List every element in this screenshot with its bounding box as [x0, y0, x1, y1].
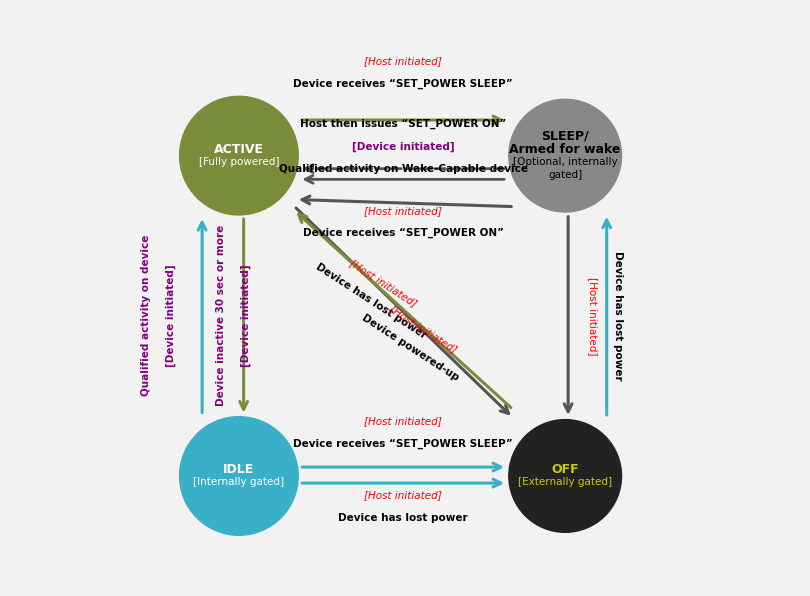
Text: Device receives “SET_POWER SLEEP”: Device receives “SET_POWER SLEEP”: [293, 79, 513, 89]
Text: Device has lost power: Device has lost power: [314, 262, 428, 341]
Text: [Host initiated]: [Host initiated]: [588, 277, 598, 355]
Text: [Device initiated]: [Device initiated]: [166, 265, 177, 367]
Text: Qualified activity on device: Qualified activity on device: [142, 235, 151, 396]
Text: [Host initiated]: [Host initiated]: [388, 303, 458, 354]
Text: [Device initiated]: [Device initiated]: [241, 265, 250, 367]
Text: [Host initiated]: [Host initiated]: [348, 257, 419, 308]
Text: [Host initiated]: [Host initiated]: [364, 417, 442, 426]
Text: [Device initiated]: [Device initiated]: [352, 142, 454, 152]
Text: ACTIVE: ACTIVE: [214, 142, 264, 156]
Text: Host then issues “SET_POWER ON”: Host then issues “SET_POWER ON”: [300, 119, 506, 129]
Text: SLEEP/: SLEEP/: [541, 129, 589, 142]
Text: [Host initiated]: [Host initiated]: [364, 56, 442, 66]
Text: [Externally gated]: [Externally gated]: [518, 477, 612, 488]
Text: Device has lost power: Device has lost power: [613, 251, 623, 381]
Text: OFF: OFF: [552, 463, 579, 476]
Circle shape: [509, 100, 621, 212]
Text: [Host initiated]: [Host initiated]: [364, 491, 442, 501]
Text: IDLE: IDLE: [224, 463, 254, 476]
Circle shape: [180, 97, 298, 215]
Text: [Host initiated]: [Host initiated]: [364, 206, 442, 216]
Text: gated]: gated]: [548, 170, 582, 180]
Text: Qualified activity on Wake-Capable device: Qualified activity on Wake-Capable devic…: [279, 164, 528, 174]
Circle shape: [509, 420, 621, 532]
Text: [Internally gated]: [Internally gated]: [194, 477, 284, 488]
Text: Device receives “SET_POWER SLEEP”: Device receives “SET_POWER SLEEP”: [293, 439, 513, 449]
Text: Device has lost power: Device has lost power: [339, 513, 468, 523]
Text: Device receives “SET_POWER ON”: Device receives “SET_POWER ON”: [303, 228, 504, 238]
Text: Armed for wake: Armed for wake: [509, 142, 620, 156]
Text: [Optional, internally: [Optional, internally: [513, 157, 617, 167]
Text: Device powered-up: Device powered-up: [360, 313, 461, 383]
Text: [Fully powered]: [Fully powered]: [198, 157, 279, 167]
Circle shape: [180, 417, 298, 535]
Text: Device inactive 30 sec or more: Device inactive 30 sec or more: [215, 225, 225, 406]
